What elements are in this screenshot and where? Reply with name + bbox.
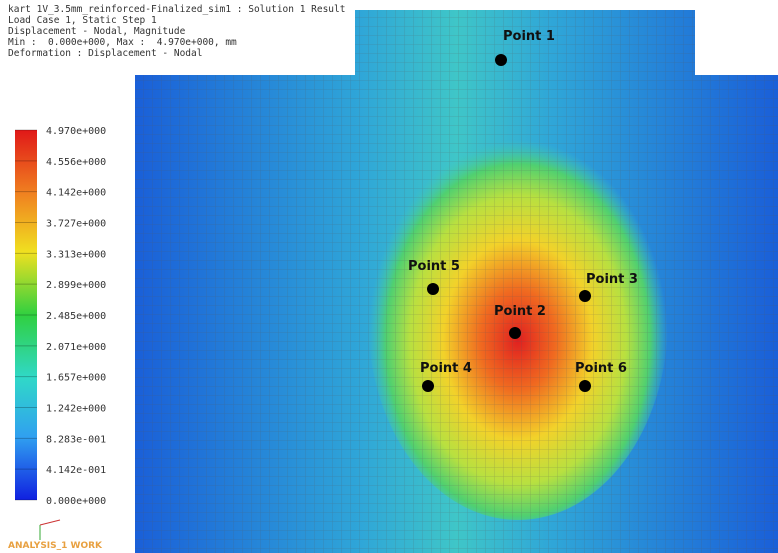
result-view: ANALYSIS_1 WORK kart 1V_3.5mm_reinforced… <box>0 0 778 553</box>
legend-label: 4.970e+000 <box>46 126 106 137</box>
point-marker <box>579 380 591 392</box>
point-label: Point 2 <box>494 304 546 319</box>
header-line: Deformation : Displacement - Nodal <box>8 48 202 59</box>
legend-label: 0.000e+000 <box>46 496 106 507</box>
point-label: Point 4 <box>420 361 472 376</box>
legend-label: 1.657e+000 <box>46 373 106 384</box>
point-marker <box>427 283 439 295</box>
header-line: Displacement - Nodal, Magnitude <box>8 26 186 37</box>
point-marker <box>495 54 507 66</box>
footer-label: ANALYSIS_1 WORK <box>8 541 103 551</box>
point-marker <box>422 380 434 392</box>
legend-label: 4.556e+000 <box>46 157 106 168</box>
mesh-field <box>135 10 778 553</box>
point-marker <box>579 290 591 302</box>
point-label: Point 5 <box>408 259 460 274</box>
legend-label: 4.142e+000 <box>46 188 106 199</box>
header-line: Load Case 1, Static Step 1 <box>8 15 157 26</box>
legend-label: 8.283e-001 <box>46 434 106 445</box>
header-line: Min : 0.000e+000, Max : 4.970e+000, mm <box>8 37 237 48</box>
legend-label: 3.313e+000 <box>46 249 106 260</box>
axis-triad <box>40 520 60 525</box>
header-line: kart 1V_3.5mm_reinforced-Finalized_sim1 … <box>8 4 345 15</box>
point-label: Point 6 <box>575 361 627 376</box>
legend-label: 2.899e+000 <box>46 280 106 291</box>
point-marker <box>509 327 521 339</box>
point-label: Point 1 <box>503 29 555 44</box>
point-label: Point 3 <box>586 272 638 287</box>
legend-label: 2.071e+000 <box>46 342 106 353</box>
legend-label: 1.242e+000 <box>46 404 106 415</box>
legend-label: 4.142e-001 <box>46 465 106 476</box>
legend-label: 2.485e+000 <box>46 311 106 322</box>
legend-label: 3.727e+000 <box>46 219 106 230</box>
